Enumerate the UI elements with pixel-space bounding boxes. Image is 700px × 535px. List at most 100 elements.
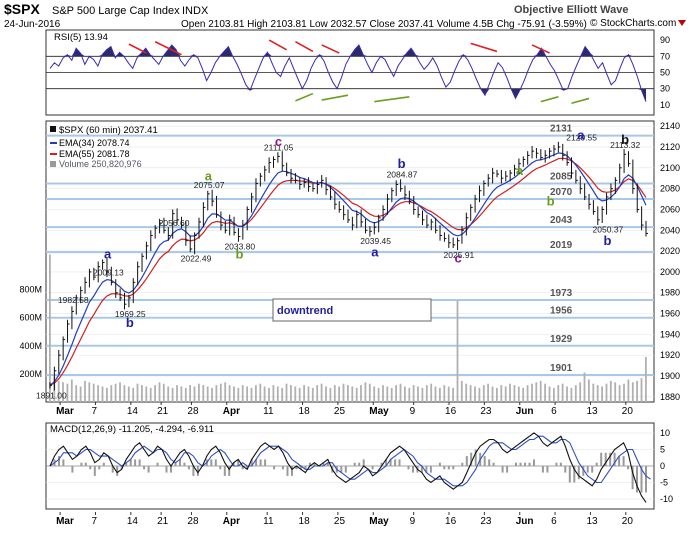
x-axis-bottom-label: 13 bbox=[586, 516, 598, 527]
macd-histogram-bar bbox=[595, 462, 598, 466]
x-axis-bottom-label: Apr bbox=[223, 516, 240, 527]
volume-bar bbox=[430, 383, 433, 402]
macd-histogram-bar bbox=[358, 462, 361, 466]
volume-bar bbox=[465, 383, 468, 402]
rsi-tick-label: 70 bbox=[660, 51, 670, 61]
volume-bar bbox=[355, 387, 358, 402]
ohlc-summary: Open 2103.81 High 2103.81 Low 2032.57 Cl… bbox=[181, 19, 587, 30]
x-axis-top-label: 18 bbox=[299, 406, 311, 417]
volume-bar bbox=[325, 386, 327, 402]
volume-bar bbox=[167, 386, 170, 402]
volume-bar bbox=[504, 386, 507, 402]
ema34-line bbox=[49, 152, 647, 386]
macd-histogram-bar bbox=[640, 466, 643, 493]
macd-histogram-bar bbox=[93, 466, 96, 476]
price-tick-label: 2100 bbox=[660, 163, 680, 173]
price-tick-label: 2140 bbox=[660, 121, 680, 131]
volume-bar bbox=[311, 387, 314, 402]
volume-bar bbox=[557, 385, 560, 402]
macd-histogram-bar bbox=[259, 459, 262, 466]
macd-histogram-bar bbox=[237, 459, 240, 466]
volume-bars bbox=[49, 254, 647, 402]
macd-histogram-bar bbox=[546, 466, 549, 473]
down-arrow-icon bbox=[678, 20, 686, 26]
volume-bar bbox=[154, 385, 156, 402]
volume-bar bbox=[294, 386, 297, 402]
macd-histogram-bar bbox=[187, 466, 190, 470]
volume-bar bbox=[434, 386, 437, 402]
macd-histogram-bar bbox=[58, 456, 60, 466]
volume-bar bbox=[110, 385, 113, 402]
volume-bar bbox=[360, 385, 362, 402]
volume-bar bbox=[500, 385, 503, 402]
volume-bar bbox=[373, 386, 376, 402]
macd-histogram-bar bbox=[192, 466, 195, 476]
x-axis-top-label: 25 bbox=[334, 406, 346, 417]
macd-histogram-bar bbox=[344, 466, 347, 473]
volume-bar bbox=[482, 385, 485, 402]
volume-bar bbox=[132, 387, 135, 402]
downtrend-annotation: downtrend bbox=[277, 305, 333, 317]
macd-histogram-bar bbox=[255, 459, 258, 466]
x-axis-bottom-label: 7 bbox=[91, 516, 97, 527]
macd-histogram-bar bbox=[443, 466, 446, 470]
volume-bar bbox=[97, 385, 99, 402]
volume-bar bbox=[544, 383, 546, 402]
macd-histogram-bar bbox=[326, 462, 329, 466]
rsi-green-trendline bbox=[571, 97, 590, 105]
volume-bar bbox=[88, 382, 91, 402]
price-value-label: 1969.25 bbox=[115, 309, 146, 319]
macd-histogram-bar bbox=[483, 456, 486, 466]
volume-bar bbox=[496, 387, 498, 402]
volume-bar bbox=[219, 383, 222, 402]
volume-bar bbox=[158, 382, 161, 402]
macd-histogram-bar bbox=[438, 462, 441, 466]
volume-tick-label: 600M bbox=[19, 313, 42, 323]
macd-histogram-bar bbox=[618, 456, 621, 466]
macd-histogram-bar bbox=[429, 466, 432, 473]
volume-bar bbox=[566, 386, 568, 402]
price-value-label: 1982.58 bbox=[58, 295, 89, 305]
volume-bar bbox=[184, 387, 187, 402]
macd-histogram-bar bbox=[591, 466, 594, 473]
volume-bar bbox=[202, 385, 205, 402]
x-axis-top-label: 20 bbox=[622, 406, 634, 417]
wave-label: b bbox=[398, 156, 406, 171]
volume-bar bbox=[443, 385, 446, 402]
macd-histogram-bar bbox=[474, 449, 477, 466]
macd-histogram-bar bbox=[291, 466, 293, 476]
volume-bar bbox=[62, 382, 64, 402]
macd-histogram-bar bbox=[385, 459, 388, 466]
volume-bar bbox=[574, 385, 577, 402]
price-value-label: 2111.05 bbox=[264, 142, 294, 152]
macd-histogram-bar bbox=[138, 459, 141, 466]
macd-histogram-bar bbox=[555, 462, 558, 466]
macd-histogram-bar bbox=[488, 459, 491, 466]
x-axis-top-label: Apr bbox=[223, 406, 240, 417]
volume-bar bbox=[211, 387, 213, 402]
macd-histogram-bar bbox=[394, 459, 397, 466]
macd-histogram-bar bbox=[559, 462, 562, 466]
macd-histogram-bar bbox=[219, 466, 222, 470]
wave-label: b bbox=[604, 233, 612, 248]
price-value-label: 2075.07 bbox=[194, 180, 225, 190]
volume-bar bbox=[351, 386, 354, 402]
macd-histogram-bar bbox=[71, 466, 74, 473]
level-label: 2019 bbox=[550, 240, 573, 251]
volume-bar bbox=[417, 386, 419, 402]
macd-tick-label: -5 bbox=[660, 478, 668, 488]
x-axis-bottom-label: 21 bbox=[157, 516, 169, 527]
level-label: 1956 bbox=[550, 306, 573, 317]
macd-histogram-bar bbox=[196, 466, 199, 476]
macd-histogram-bar bbox=[165, 466, 168, 473]
volume-bar bbox=[640, 378, 643, 402]
volume-bar bbox=[136, 383, 139, 402]
price-tick-label: 2080 bbox=[660, 184, 680, 194]
volume-bar bbox=[548, 386, 551, 402]
wave-label: a bbox=[577, 128, 585, 143]
macd-histogram-bar bbox=[174, 462, 177, 466]
volume-bar bbox=[609, 380, 612, 402]
macd-histogram-bar bbox=[604, 452, 607, 466]
volume-bar bbox=[526, 385, 529, 402]
